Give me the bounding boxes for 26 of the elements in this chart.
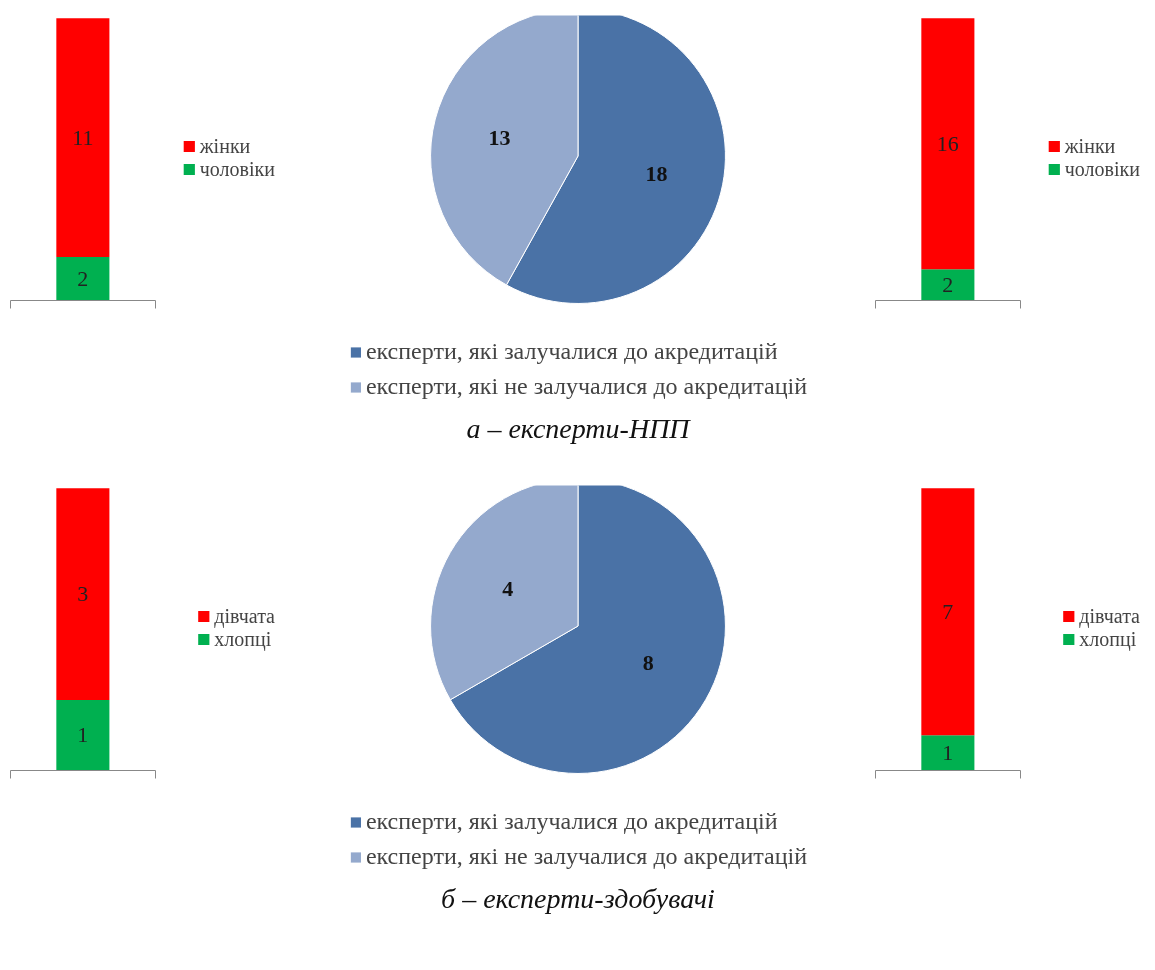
legend-label: експерти, які залучалися до акредитацій [365,808,778,835]
legend-label: експерти, які залучалися до акредитацій [365,338,778,365]
legend-label: хлопці [1079,627,1137,651]
legend-label: експерти, які не залучалися до акредитацій [365,373,808,400]
legend-label: хлопці [214,627,272,651]
text: а – експерти-НПП [466,412,692,444]
legend-label: жінки [1064,134,1116,158]
data-label: 7 [942,598,954,624]
data-label: 16 [936,130,959,156]
legend-label: експерти, які не залучалися до акредитацій [365,843,808,870]
data-label: 8 [642,649,654,675]
data-label: 13 [488,124,511,150]
data-label: 1 [77,722,89,748]
legend-label: чоловіки [199,157,275,181]
legend-label: дівчата [214,604,275,628]
data-label: 2 [942,271,954,297]
data-label: 18 [645,161,668,187]
data-label: 1 [942,739,954,765]
legend-label: жінки [199,134,251,158]
data-label: 11 [72,124,94,150]
data-label: 3 [77,581,89,607]
text: б – експерти-здобувачі [441,882,715,914]
legend-label: дівчата [1079,604,1140,628]
legend-label: чоловіки [1064,157,1140,181]
data-label: 4 [502,576,514,602]
data-label: 2 [77,265,89,291]
